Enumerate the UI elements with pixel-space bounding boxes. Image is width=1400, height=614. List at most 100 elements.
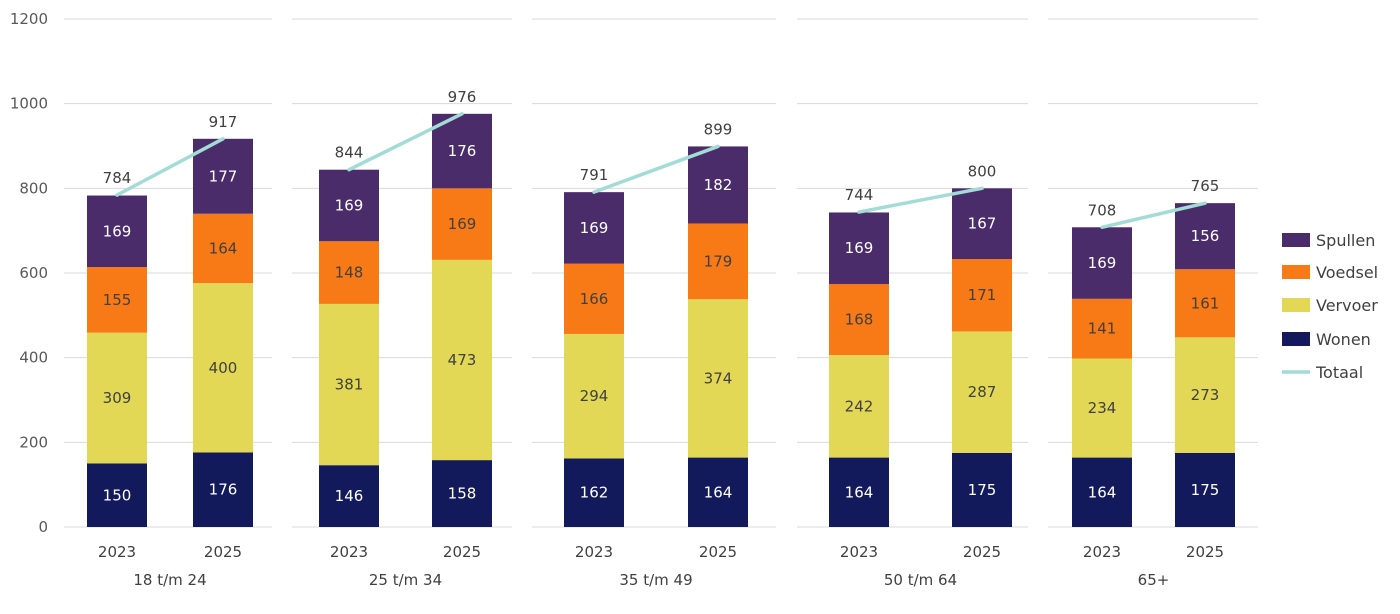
- data-label-voedsel: 161: [1191, 294, 1220, 312]
- data-label-wonen: 162: [580, 484, 609, 502]
- legend-swatch-spullen: [1282, 233, 1310, 247]
- data-label-spullen: 182: [704, 176, 733, 194]
- data-label-spullen: 169: [580, 219, 609, 237]
- total-line: [857, 186, 984, 214]
- total-label: 899: [704, 120, 733, 138]
- total-line: [347, 112, 464, 172]
- total-label: 784: [103, 169, 132, 187]
- y-tick-label: 600: [19, 264, 48, 282]
- data-label-vervoer: 473: [448, 351, 477, 369]
- bar-segment-voedsel: [319, 241, 379, 304]
- total-label: 800: [968, 162, 997, 180]
- data-label-voedsel: 169: [448, 215, 477, 233]
- data-label-spullen: 167: [968, 215, 997, 233]
- x-tick-label: 2025: [204, 543, 242, 561]
- bar-segment-spullen: [1175, 203, 1235, 270]
- bar-segment-vervoer: [564, 333, 624, 459]
- bar-segment-voedsel: [432, 188, 492, 260]
- y-tick-label: 400: [19, 349, 48, 367]
- legend-label-wonen: Wonen: [1316, 330, 1371, 349]
- data-label-spullen: 169: [335, 196, 364, 214]
- x-tick-label: 2025: [699, 543, 737, 561]
- bar-segment-wonen: [1175, 452, 1235, 527]
- data-label-vervoer: 374: [704, 369, 733, 387]
- data-label-vervoer: 294: [580, 387, 609, 405]
- bar-segment-voedsel: [1175, 269, 1235, 338]
- bar-segment-spullen: [432, 113, 492, 189]
- data-label-vervoer: 234: [1088, 399, 1117, 417]
- total-label: 708: [1088, 201, 1117, 219]
- x-tick-label: 2023: [1083, 543, 1121, 561]
- data-label-voedsel: 166: [580, 290, 609, 308]
- bar-segment-wonen: [688, 457, 748, 527]
- bar-segment-vervoer: [829, 355, 889, 458]
- legend-label-spullen: Spullen: [1316, 231, 1375, 250]
- x-tick-label: 2023: [575, 543, 613, 561]
- y-tick-label: 1200: [10, 10, 48, 28]
- bar-segment-vervoer: [1175, 337, 1235, 453]
- bar-segment-spullen: [87, 195, 147, 268]
- data-label-wonen: 158: [448, 485, 477, 503]
- x-tick-label: 2023: [98, 543, 136, 561]
- bar-segment-vervoer: [688, 299, 748, 458]
- legend-swatch-voedsel: [1282, 265, 1310, 279]
- bar-segment-wonen: [432, 460, 492, 527]
- data-label-vervoer: 309: [103, 389, 132, 407]
- total-label: 844: [335, 144, 364, 162]
- data-label-wonen: 175: [968, 481, 997, 499]
- data-label-wonen: 150: [103, 486, 132, 504]
- y-tick-label: 800: [19, 179, 48, 197]
- y-tick-label: 1000: [10, 95, 48, 113]
- legend-label-voedsel: Voedsel: [1316, 263, 1378, 282]
- data-label-vervoer: 273: [1191, 386, 1220, 404]
- total-label: 976: [448, 88, 477, 106]
- x-group-label: 35 t/m 49: [619, 571, 692, 589]
- total-label: 917: [209, 113, 238, 131]
- bar-segment-voedsel: [87, 267, 147, 333]
- bar-segment-spullen: [829, 212, 889, 285]
- data-label-voedsel: 168: [845, 311, 874, 329]
- data-label-wonen: 175: [1191, 481, 1220, 499]
- x-tick-label: 2025: [443, 543, 481, 561]
- bar-segment-spullen: [319, 169, 379, 242]
- data-label-voedsel: 148: [335, 264, 364, 282]
- bar-segment-spullen: [952, 188, 1012, 260]
- data-label-spullen: 169: [845, 239, 874, 257]
- bar-segment-voedsel: [688, 223, 748, 300]
- x-tick-label: 2023: [840, 543, 878, 561]
- data-label-vervoer: 287: [968, 383, 997, 401]
- total-label: 744: [845, 186, 874, 204]
- legend-label-totaal: Totaal: [1315, 363, 1363, 382]
- data-label-wonen: 164: [704, 483, 733, 501]
- bar-segment-vervoer: [319, 303, 379, 466]
- data-label-voedsel: 155: [103, 291, 132, 309]
- data-label-spullen: 169: [1088, 254, 1117, 272]
- total-line: [115, 137, 225, 197]
- data-label-voedsel: 141: [1088, 320, 1117, 338]
- data-label-voedsel: 179: [704, 252, 733, 270]
- bar-segment-spullen: [1072, 227, 1132, 299]
- data-label-vervoer: 381: [335, 376, 364, 394]
- bar-segment-vervoer: [1072, 358, 1132, 458]
- x-tick-label: 2025: [963, 543, 1001, 561]
- bar-segment-vervoer: [87, 332, 147, 464]
- bar-segment-voedsel: [564, 263, 624, 334]
- data-label-vervoer: 242: [845, 397, 874, 415]
- legend-swatch-wonen: [1282, 332, 1310, 346]
- data-label-spullen: 169: [103, 222, 132, 240]
- bar-segment-spullen: [688, 146, 748, 224]
- x-tick-label: 2023: [330, 543, 368, 561]
- y-tick-label: 0: [38, 518, 48, 536]
- data-label-voedsel: 164: [209, 239, 238, 257]
- total-line: [592, 144, 720, 194]
- data-label-wonen: 164: [1088, 483, 1117, 501]
- bar-segment-wonen: [319, 465, 379, 527]
- bar-segment-wonen: [1072, 457, 1132, 527]
- bar-segment-voedsel: [193, 213, 253, 284]
- bar-segment-wonen: [193, 452, 253, 527]
- data-label-voedsel: 171: [968, 286, 997, 304]
- x-tick-label: 2025: [1186, 543, 1224, 561]
- bar-segment-wonen: [829, 457, 889, 527]
